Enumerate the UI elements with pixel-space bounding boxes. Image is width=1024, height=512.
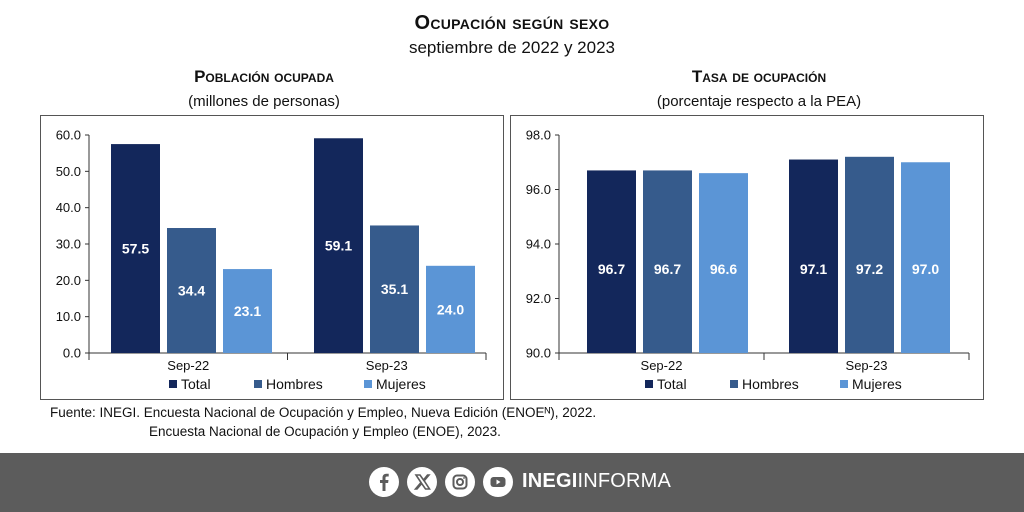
legend-swatch — [364, 380, 372, 388]
bar — [789, 159, 838, 353]
chart1-title: Población ocupada — [194, 67, 334, 86]
chart2-panel: 90.0 92.0 94.0 96.0 98.0 96.7 96.7 96.6 Sep-22 97… — [510, 115, 984, 400]
data-label: 96.7 — [654, 261, 681, 277]
bar — [643, 170, 692, 353]
source-line-1: Fuente: INEGI. Encuesta Nacional de Ocup… — [50, 405, 597, 420]
y-tick-label: 40.0 — [56, 200, 81, 215]
x-icon[interactable] — [407, 467, 437, 497]
page-title: Ocupación según sexo — [414, 12, 610, 34]
y-tick-label: 30.0 — [56, 237, 81, 252]
y-tick-label: 90.0 — [526, 346, 551, 361]
x-tick-label: Sep-22 — [167, 358, 209, 373]
footer-bar: INEGIINFORMA — [0, 453, 1024, 512]
source-line-2: Encuesta Nacional de Ocupación y Empleo … — [149, 424, 501, 439]
legend-swatch — [645, 380, 653, 388]
y-tick-label: 96.0 — [526, 182, 551, 197]
brand-light: INFORMA — [577, 470, 672, 492]
data-label: 59.1 — [325, 238, 352, 254]
y-tick-label: 0.0 — [63, 346, 81, 361]
data-label: 97.0 — [912, 261, 939, 277]
bar — [167, 228, 216, 353]
chart1-subtitle: (millones de personas) — [188, 93, 340, 110]
source-note: Fuente: INEGI. Encuesta Nacional de Ocup… — [50, 403, 596, 441]
chart1-panel: 0.0 10.0 20.0 30.0 40.0 50.0 60.0 57.5 34.4 23.1 S… — [40, 115, 504, 400]
data-label: 96.7 — [598, 261, 625, 277]
chart2-svg: 90.0 92.0 94.0 96.0 98.0 96.7 96.7 96.6 Sep-22 97… — [526, 128, 970, 392]
chart2-subtitle: (porcentaje respecto a la PEA) — [656, 93, 862, 110]
data-label: 97.2 — [856, 261, 883, 277]
y-tick-label: 94.0 — [526, 237, 551, 252]
legend-label: Mujeres — [376, 376, 426, 392]
y-tick-label: 20.0 — [56, 273, 81, 288]
data-label: 24.0 — [437, 301, 464, 317]
data-label: 34.4 — [178, 283, 205, 299]
x-tick-label: Sep-23 — [366, 358, 408, 373]
instagram-icon[interactable] — [445, 467, 475, 497]
legend-swatch — [730, 380, 738, 388]
y-tick-label: 50.0 — [56, 164, 81, 179]
bar — [426, 265, 475, 353]
bar — [111, 144, 160, 353]
data-label: 23.1 — [234, 303, 261, 319]
legend-label: Mujeres — [852, 376, 902, 392]
bar — [370, 225, 419, 353]
x-tick-label: Sep-22 — [641, 358, 683, 373]
bar — [901, 162, 950, 353]
data-label: 97.1 — [800, 261, 827, 277]
youtube-icon[interactable] — [483, 467, 513, 497]
data-label: 57.5 — [122, 241, 149, 257]
legend-swatch — [840, 380, 848, 388]
chart1-svg: 0.0 10.0 20.0 30.0 40.0 50.0 60.0 57.5 34.4 23.1 S… — [56, 128, 487, 392]
legend-label: Hombres — [266, 376, 323, 392]
data-label: 96.6 — [710, 261, 737, 277]
y-tick-label: 98.0 — [526, 128, 551, 143]
bar — [223, 269, 272, 353]
legend-label: Total — [181, 376, 211, 392]
y-tick-label: 10.0 — [56, 309, 81, 324]
x-tick-label: Sep-23 — [846, 358, 888, 373]
bar — [314, 138, 363, 353]
legend-swatch — [254, 380, 262, 388]
y-tick-label: 60.0 — [56, 128, 81, 143]
y-tick-label: 92.0 — [526, 291, 551, 306]
chart2-title: Tasa de ocupación — [691, 67, 827, 86]
legend-label: Total — [657, 376, 687, 392]
brand-logo: INEGIINFORMA — [522, 470, 671, 493]
legend-swatch — [169, 380, 177, 388]
bar — [699, 173, 748, 353]
facebook-icon[interactable] — [369, 467, 399, 497]
legend-label: Hombres — [742, 376, 799, 392]
bar — [587, 170, 636, 353]
bar — [845, 156, 894, 353]
page-subtitle: septiembre de 2022 y 2023 — [408, 38, 616, 57]
brand-bold: INEGI — [522, 470, 578, 492]
data-label: 35.1 — [381, 281, 408, 297]
